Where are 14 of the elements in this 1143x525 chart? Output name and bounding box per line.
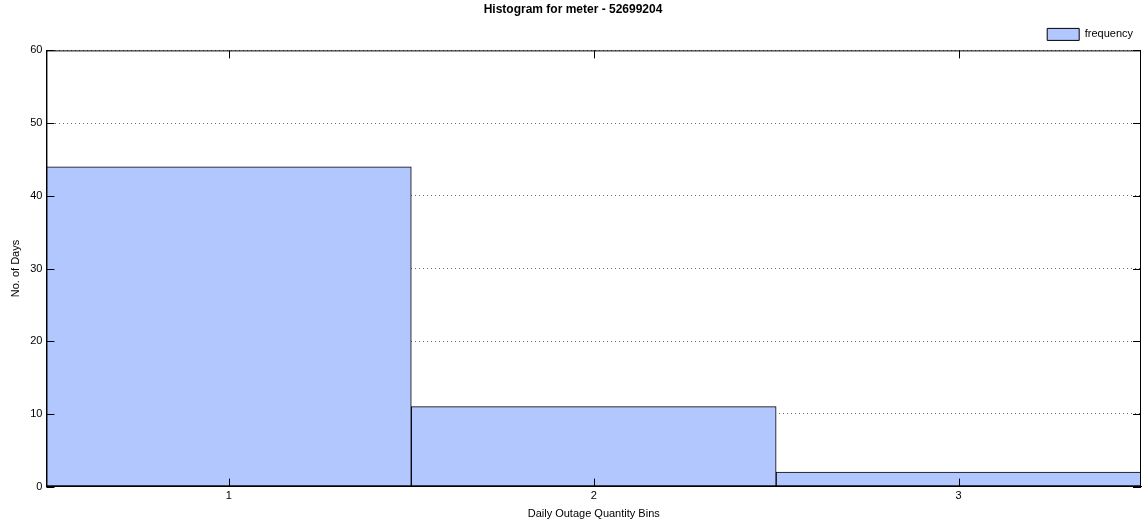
y-tick-label: 10 xyxy=(30,406,43,419)
y-tick-label: 40 xyxy=(30,188,43,201)
y-tick-label: 60 xyxy=(30,43,43,56)
chart-title: Histogram for meter - 52699204 xyxy=(483,1,663,16)
x-tick-label: 3 xyxy=(955,489,962,502)
y-tick-label: 30 xyxy=(30,261,43,274)
y-tick-label: 20 xyxy=(30,334,43,347)
x-axis-title: Daily Outage Quantity Bins xyxy=(527,507,661,520)
y-axis-title: No. of Days xyxy=(8,239,21,298)
x-tick-label: 2 xyxy=(590,489,597,502)
y-tick-label: 50 xyxy=(30,116,43,129)
x-tick-label: 1 xyxy=(225,489,232,502)
y-tick-label: 0 xyxy=(36,479,43,492)
legend-label: frequency xyxy=(1084,27,1134,40)
